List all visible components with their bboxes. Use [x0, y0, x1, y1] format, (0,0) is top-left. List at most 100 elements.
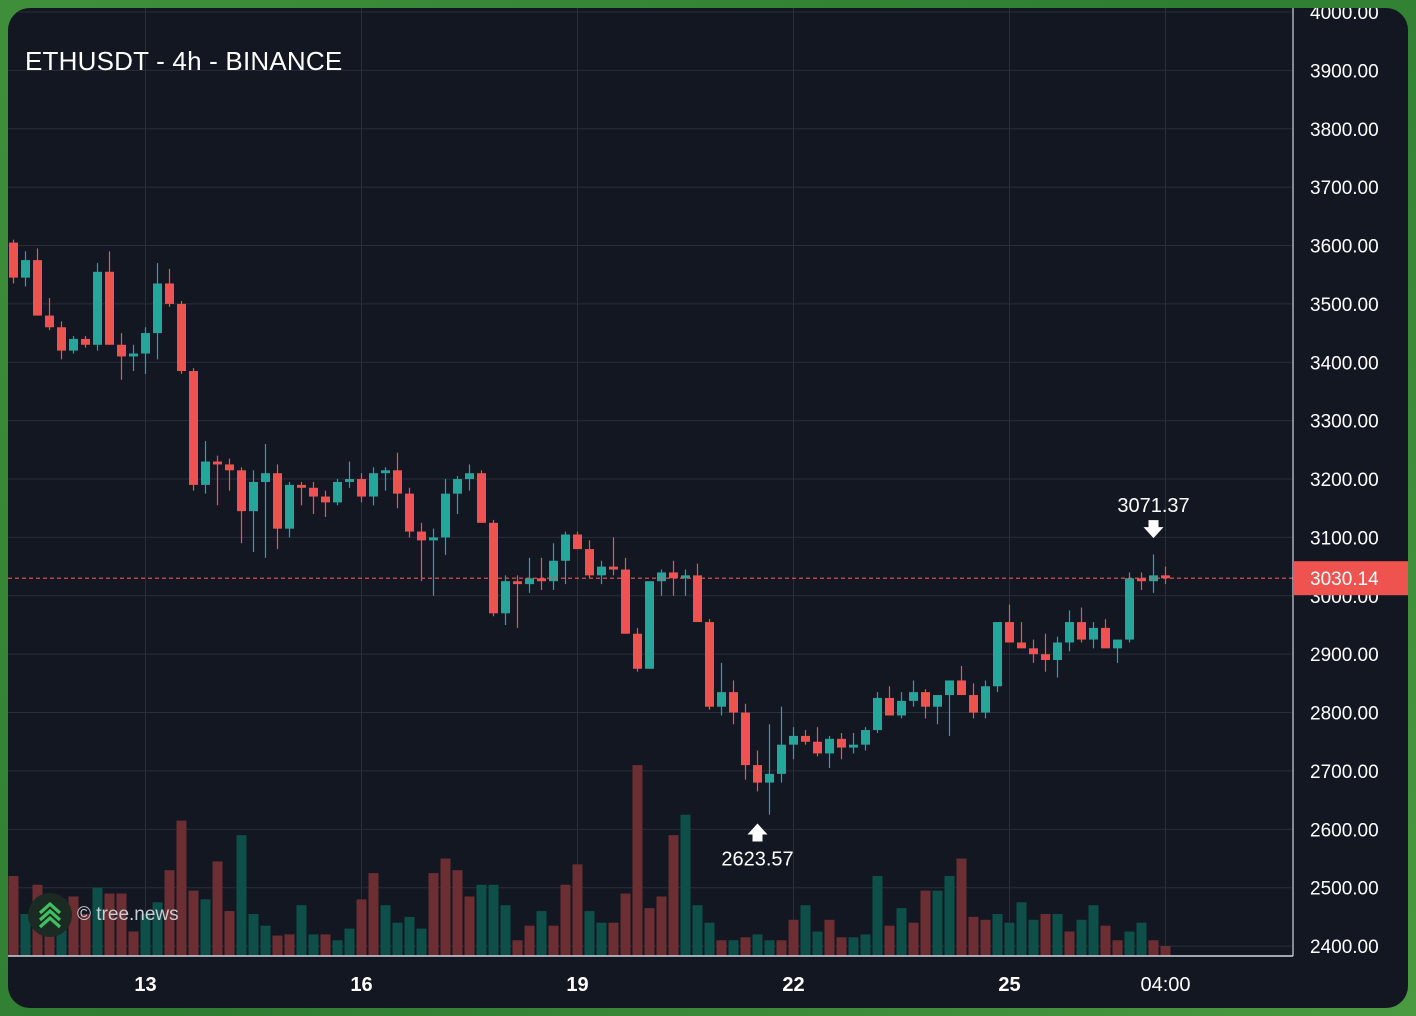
candle-body	[321, 496, 330, 503]
candle-body	[261, 473, 270, 482]
volume-bar	[104, 893, 115, 956]
volume-bar	[152, 902, 163, 956]
volume-bar	[860, 934, 871, 956]
volume-bar	[536, 911, 547, 956]
y-tick-label: 4000.00	[1310, 8, 1379, 24]
candle-body	[249, 481, 258, 512]
candle-body	[213, 461, 222, 465]
volume-bar	[776, 940, 787, 956]
volume-bar	[68, 896, 79, 956]
y-tick-label: 3800.00	[1310, 120, 1379, 141]
volume-bar	[272, 935, 283, 956]
volume-bar	[728, 940, 739, 956]
candle-body	[1005, 622, 1014, 643]
volume-bar	[800, 905, 811, 956]
candle-body	[141, 333, 150, 354]
candle-body	[501, 581, 510, 614]
candle-body	[741, 712, 750, 766]
y-tick-label: 3300.00	[1310, 412, 1379, 433]
last-price-badge	[1293, 561, 1408, 596]
candle-body	[117, 344, 126, 357]
watermark: © tree.news	[28, 892, 179, 938]
volume-bar	[656, 896, 667, 956]
volume-bar	[392, 922, 403, 956]
candle-body	[1041, 654, 1050, 661]
volume-bar	[380, 905, 391, 956]
candle-body	[165, 283, 174, 304]
candle-body	[381, 470, 390, 474]
arrow-down-icon	[1143, 520, 1164, 539]
tree-news-chevrons-icon	[28, 893, 72, 937]
y-tick-label: 2600.00	[1310, 820, 1379, 841]
candle-body	[765, 773, 774, 783]
candle-body	[981, 686, 990, 713]
candle-body	[489, 522, 498, 614]
volume-bar	[812, 931, 823, 956]
candle-body	[1089, 627, 1098, 640]
high-annotation-label: 3071.37	[1117, 495, 1189, 517]
y-tick-label: 3500.00	[1310, 295, 1379, 316]
candle-body	[633, 633, 642, 669]
candle-body	[309, 487, 318, 497]
candle-body	[621, 569, 630, 634]
volume-bar	[296, 905, 307, 956]
candle-body	[285, 484, 294, 529]
y-tick-label: 3700.00	[1310, 178, 1379, 199]
candle-body	[1125, 578, 1134, 640]
volume-bar	[824, 919, 835, 956]
candle-body	[129, 353, 138, 357]
candle-body	[1053, 642, 1062, 661]
candle-body	[345, 479, 354, 482]
volume-bar	[560, 884, 571, 956]
candle-body	[777, 744, 786, 774]
candle-body	[717, 692, 726, 707]
volume-bar	[260, 925, 271, 956]
volume-bar	[620, 893, 631, 956]
volume-bar	[488, 884, 499, 956]
candle-body	[609, 566, 618, 570]
candle-body	[1149, 575, 1158, 582]
volume-bar	[788, 919, 799, 956]
candle-body	[573, 534, 582, 550]
volume-bar	[956, 858, 967, 956]
candle-body	[1029, 648, 1038, 655]
candle-body	[1113, 639, 1122, 649]
y-tick-label: 3400.00	[1310, 353, 1379, 374]
candlestick-chart[interactable]: 2400.00 2500.00 2600.00 2700.00 2800.00 2900.…	[8, 8, 1408, 1008]
volume-bar	[524, 925, 535, 956]
candle-body	[405, 493, 414, 532]
candle-body	[789, 735, 798, 745]
y-tick-label: 2700.00	[1310, 762, 1379, 783]
volume-bar	[572, 864, 583, 956]
y-tick-label: 2500.00	[1310, 879, 1379, 900]
volume-bar	[704, 922, 715, 956]
volume-bar	[764, 940, 775, 956]
candle-body	[57, 327, 66, 351]
volume-bar	[1004, 922, 1015, 956]
candle-body	[45, 315, 54, 328]
last-price-label: 3030.14	[1310, 569, 1379, 590]
candle-body	[813, 741, 822, 754]
candle-body	[33, 260, 42, 316]
candle-body	[201, 461, 210, 485]
candle-body	[585, 549, 594, 576]
volume-bar	[740, 937, 751, 956]
candle-body	[393, 470, 402, 494]
candle-body	[429, 537, 438, 541]
volume-bar	[368, 873, 379, 956]
volume-bar	[176, 820, 187, 956]
candle-body	[69, 338, 78, 351]
candle-body	[81, 338, 90, 345]
volume-bar	[632, 765, 643, 956]
y-tick-label: 3100.00	[1310, 528, 1379, 549]
volume-bar	[908, 922, 919, 956]
volume-bar	[932, 890, 943, 956]
candle-body	[225, 464, 234, 471]
volume-bar	[464, 896, 475, 956]
volume-bar	[896, 908, 907, 956]
y-tick-label: 3600.00	[1310, 237, 1379, 258]
candle-body	[525, 578, 534, 585]
candle-body	[21, 260, 30, 278]
volume-bar	[680, 814, 691, 956]
volume-bar	[356, 899, 367, 956]
